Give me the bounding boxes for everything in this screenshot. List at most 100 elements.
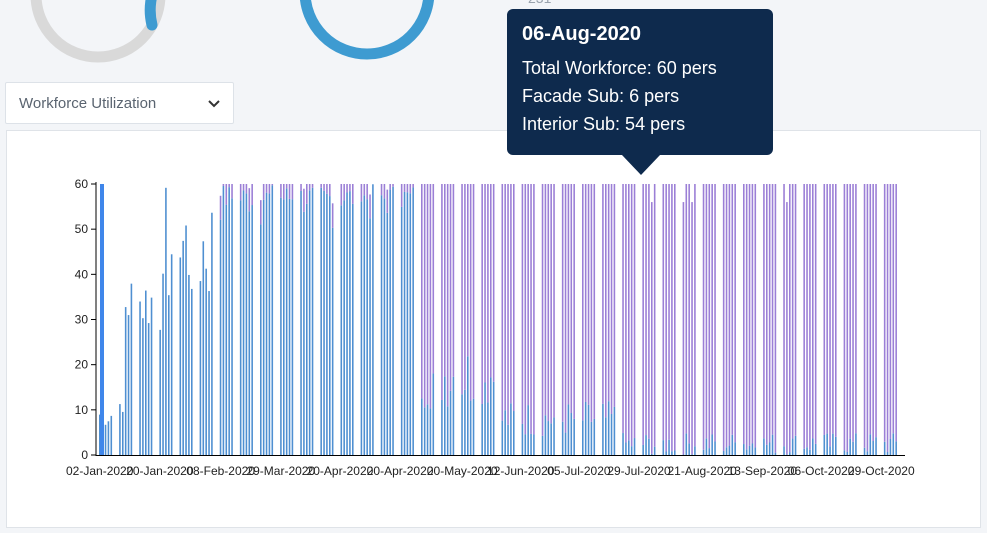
bar-facade <box>306 203 308 455</box>
bar-interior <box>349 184 351 192</box>
bar-interior <box>329 184 331 197</box>
bar-facade <box>383 198 386 455</box>
bar-interior <box>366 184 368 200</box>
y-tick-label: 50 <box>75 222 89 236</box>
bar-facade <box>271 185 274 455</box>
x-tick-label: 29-Oct-2020 <box>848 464 915 478</box>
bar-facade <box>789 452 791 455</box>
bar-facade <box>783 446 785 455</box>
bar-interior <box>774 184 777 453</box>
bar-facade <box>168 295 170 455</box>
bar-interior <box>363 184 366 196</box>
x-tick-label: 06-Oct-2020 <box>788 464 855 478</box>
bar-interior <box>662 184 665 441</box>
bar-facade <box>202 241 205 455</box>
bar-facade <box>501 420 504 455</box>
bar-facade <box>432 373 435 455</box>
bar-facade <box>472 398 475 455</box>
bar-facade <box>288 198 291 455</box>
bar-interior <box>582 184 584 421</box>
bar-facade <box>622 433 624 455</box>
bar-facade <box>587 404 590 455</box>
bar-facade <box>763 438 765 455</box>
bar-facade <box>245 193 248 455</box>
bar-facade <box>191 288 193 455</box>
bar-interior <box>352 184 354 204</box>
bar-facade <box>352 203 354 455</box>
bar-facade <box>564 432 567 455</box>
bar-facade <box>262 199 265 455</box>
bar-interior <box>265 184 268 193</box>
x-tick-label: 20-Apr-2020 <box>307 464 374 478</box>
chart-type-dropdown[interactable]: Workforce Utilization <box>5 82 234 124</box>
bar-interior <box>668 184 670 440</box>
bar-interior <box>895 184 897 442</box>
bar-interior <box>633 184 636 439</box>
bar-interior <box>544 184 547 416</box>
bar-facade <box>199 281 202 455</box>
bar-interior <box>653 184 656 447</box>
bar-facade <box>222 185 225 455</box>
bar-facade <box>386 212 389 455</box>
bar-interior <box>642 184 644 445</box>
bar-facade <box>248 211 251 455</box>
x-tick-label: 20-Apr-2020 <box>367 464 434 478</box>
bar-interior <box>501 184 504 421</box>
bar-interior <box>883 184 886 442</box>
bar-interior <box>392 184 394 187</box>
bar-facade <box>734 442 736 455</box>
bar-interior <box>331 203 334 228</box>
bar-facade <box>582 420 584 455</box>
bar-facade <box>119 404 121 455</box>
bar-interior <box>343 184 345 201</box>
bar-interior <box>708 184 711 449</box>
bar-facade <box>547 421 550 455</box>
bar-interior <box>803 184 805 449</box>
bar-facade <box>774 452 777 455</box>
bar-interior <box>403 184 406 192</box>
bar-interior <box>866 184 869 452</box>
bar-facade <box>731 434 734 455</box>
bar-facade <box>754 447 757 455</box>
bar-interior <box>832 184 834 434</box>
bar-interior <box>303 188 305 212</box>
bar-facade <box>122 411 124 455</box>
x-tick-label: 21-Aug-2020 <box>667 464 737 478</box>
bar-interior <box>823 184 826 435</box>
bar-facade <box>487 402 489 455</box>
bar-facade <box>285 188 288 455</box>
bar-facade <box>429 408 432 455</box>
bar-facade <box>527 405 529 455</box>
bar-interior <box>423 184 426 408</box>
bar-interior <box>360 184 363 202</box>
x-tick-label: 29-Jul-2020 <box>607 464 671 478</box>
bar-interior <box>674 184 676 451</box>
bar-facade <box>766 444 768 455</box>
bar-facade <box>484 382 486 455</box>
bar-facade <box>492 381 495 455</box>
bar-facade <box>786 454 788 455</box>
bar-facade <box>423 407 426 455</box>
bar-facade <box>613 406 616 455</box>
bar-facade <box>159 329 161 455</box>
bar-facade <box>211 212 213 455</box>
bar-interior <box>504 184 506 411</box>
bar-interior <box>630 184 633 447</box>
bar-interior <box>231 184 233 199</box>
bar-facade <box>886 452 889 455</box>
dropdown-selected-value: Workforce Utilization <box>19 94 157 112</box>
y-tick-label: 10 <box>75 403 89 417</box>
bar-interior <box>280 184 282 198</box>
bar-facade <box>326 193 328 456</box>
bar-interior <box>469 184 472 401</box>
y-tick-label: 20 <box>75 358 89 372</box>
bar-highlighted <box>100 184 104 455</box>
bar-facade <box>291 199 294 455</box>
bar-interior <box>610 184 613 414</box>
bar-facade <box>124 307 127 455</box>
bar-interior <box>691 202 693 455</box>
y-tick-label: 30 <box>75 313 89 327</box>
bar-interior <box>711 184 713 435</box>
bar-facade <box>182 240 184 455</box>
x-tick-label: 20-May-2020 <box>427 464 498 478</box>
